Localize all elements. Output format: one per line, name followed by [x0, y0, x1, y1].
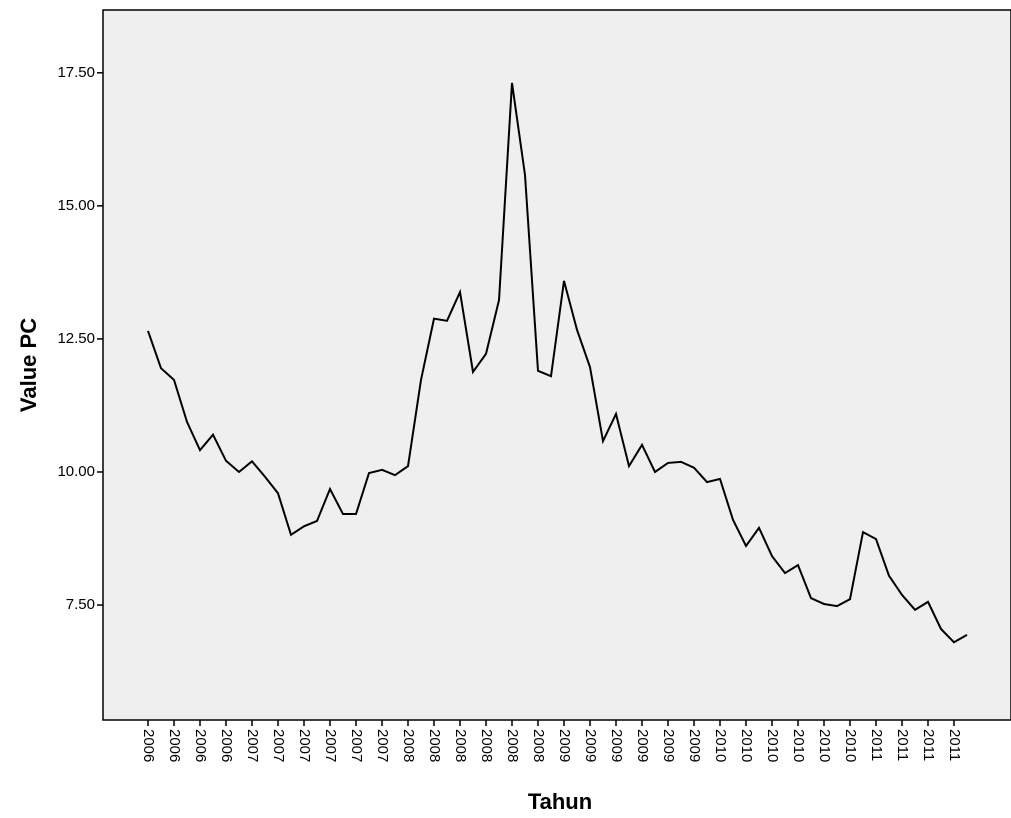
x-tick-label: 2008	[400, 729, 417, 762]
x-tick-label: 2007	[270, 729, 287, 762]
x-tick-label: 2007	[296, 729, 313, 762]
chart: Value PC Tahun 7.50 10.00 12.50 15.00 17.50 2…	[0, 0, 1011, 813]
y-tick-label: 7.50	[66, 596, 95, 613]
x-tick-label: 2011	[946, 729, 963, 761]
x-tick-label: 2010	[738, 729, 755, 762]
x-tick-label: 2006	[218, 729, 235, 762]
x-tick-label: 2010	[764, 729, 781, 762]
x-tick-label: 2009	[582, 729, 599, 762]
y-tick-label: 12.50	[57, 330, 95, 347]
x-tick-label: 2007	[374, 729, 391, 762]
x-tick-label: 2009	[634, 729, 651, 762]
x-tick-label: 2009	[608, 729, 625, 762]
x-tick-label: 2007	[322, 729, 339, 762]
x-tick-label: 2010	[842, 729, 859, 762]
x-tick-label: 2006	[140, 729, 157, 762]
y-tick-label: 15.00	[57, 197, 95, 214]
y-axis-title: Value PC	[16, 318, 41, 412]
x-tick-label: 2008	[504, 729, 521, 762]
x-tick-label: 2006	[192, 729, 209, 762]
x-tick-label: 2006	[166, 729, 183, 762]
x-tick-label: 2007	[244, 729, 261, 762]
x-tick-label: 2011	[894, 729, 911, 761]
x-tick-label: 2008	[478, 729, 495, 762]
x-tick-label: 2010	[790, 729, 807, 762]
plot-area	[103, 10, 1011, 720]
x-axis-title: Tahun	[528, 789, 592, 813]
x-tick-label: 2011	[868, 729, 885, 761]
x-tick-label: 2010	[816, 729, 833, 762]
x-tick-label: 2009	[660, 729, 677, 762]
x-tick-label: 2009	[556, 729, 573, 762]
y-tick-label: 10.00	[57, 463, 95, 480]
x-tick-label: 2009	[686, 729, 703, 762]
x-tick-label: 2011	[920, 729, 937, 761]
x-tick-label: 2008	[426, 729, 443, 762]
x-tick-label: 2007	[348, 729, 365, 762]
x-tick-label: 2010	[712, 729, 729, 762]
x-tick-label: 2008	[530, 729, 547, 762]
x-tick-label: 2008	[452, 729, 469, 762]
y-tick-label: 17.50	[57, 64, 95, 81]
